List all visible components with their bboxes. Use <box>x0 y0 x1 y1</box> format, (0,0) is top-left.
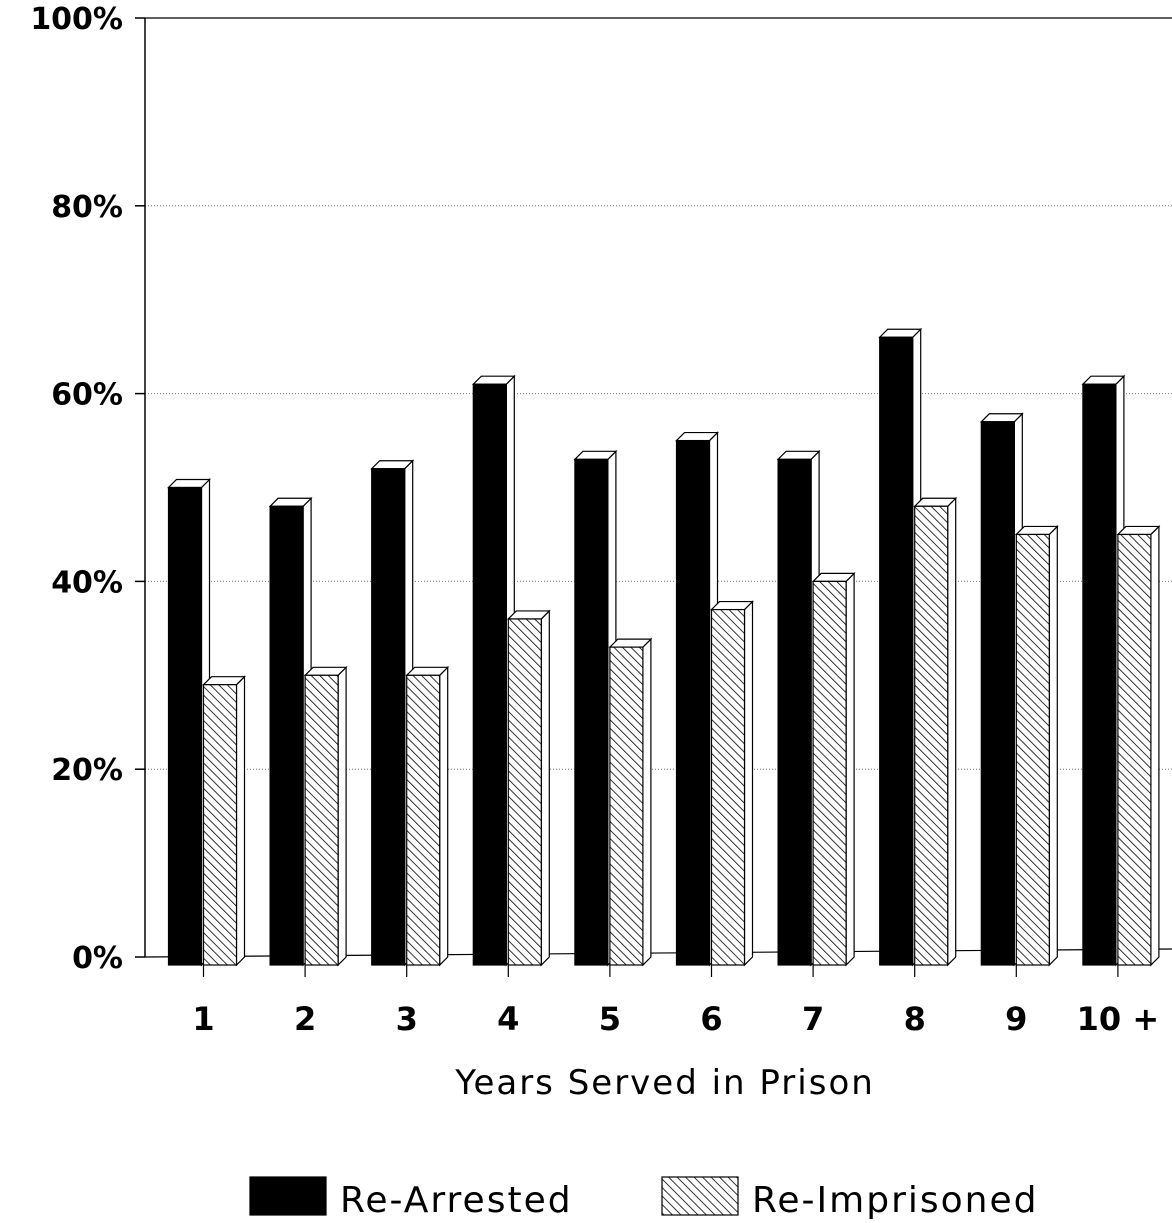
legend-label: Re-Arrested <box>340 1180 573 1219</box>
legend-item-re-imprisoned: Re-Imprisoned <box>661 1176 1038 1221</box>
bars <box>167 327 1161 967</box>
y-tick-label: 40% <box>51 565 123 600</box>
legend-swatch <box>661 1176 739 1216</box>
x-tick-label: 5 <box>599 1000 621 1038</box>
bar-re-imprisoned <box>1014 525 1059 967</box>
bar-re-imprisoned <box>811 571 856 967</box>
y-tick-label: 0% <box>72 941 123 976</box>
x-tick-label: 1 <box>192 1000 214 1038</box>
bar-re-arrested <box>268 496 313 967</box>
x-tick-label: 9 <box>1005 1000 1027 1038</box>
legend-label: Re-Imprisoned <box>752 1180 1038 1219</box>
x-tick-label: 3 <box>396 1000 418 1038</box>
y-tick-label: 100% <box>30 2 123 37</box>
legend-item-re-arrested: Re-Arrested <box>249 1176 573 1221</box>
x-tick-label: 10 + <box>1077 1000 1159 1038</box>
legend: Re-Arrested Re-Imprisoned <box>249 1176 1038 1221</box>
x-tick-label: 7 <box>802 1000 824 1038</box>
bar-re-imprisoned <box>303 665 348 967</box>
x-tick-label: 8 <box>904 1000 926 1038</box>
legend-swatch <box>249 1176 327 1216</box>
bar-re-imprisoned <box>506 609 551 967</box>
bar-re-arrested <box>1081 374 1126 967</box>
y-tick-label: 20% <box>51 753 123 788</box>
bar-re-imprisoned <box>405 665 450 967</box>
x-tick-label: 6 <box>700 1000 722 1038</box>
x-tick-label: 2 <box>294 1000 316 1038</box>
bar-re-imprisoned <box>1116 525 1161 967</box>
y-tick-label: 60% <box>51 378 123 413</box>
bar-re-imprisoned <box>913 496 958 967</box>
bar-re-imprisoned <box>710 600 754 967</box>
y-tick-label: 80% <box>51 190 123 225</box>
x-axis-title: Years Served in Prison <box>454 1063 875 1103</box>
x-tick-label: 4 <box>497 1000 519 1038</box>
bar-re-imprisoned <box>608 637 653 967</box>
bar-re-imprisoned <box>202 675 246 967</box>
tick-labels: 0% 20% 40% 60% 80% 100% 1 2 3 4 5 6 7 8 9 10 + <box>30 2 1159 1038</box>
